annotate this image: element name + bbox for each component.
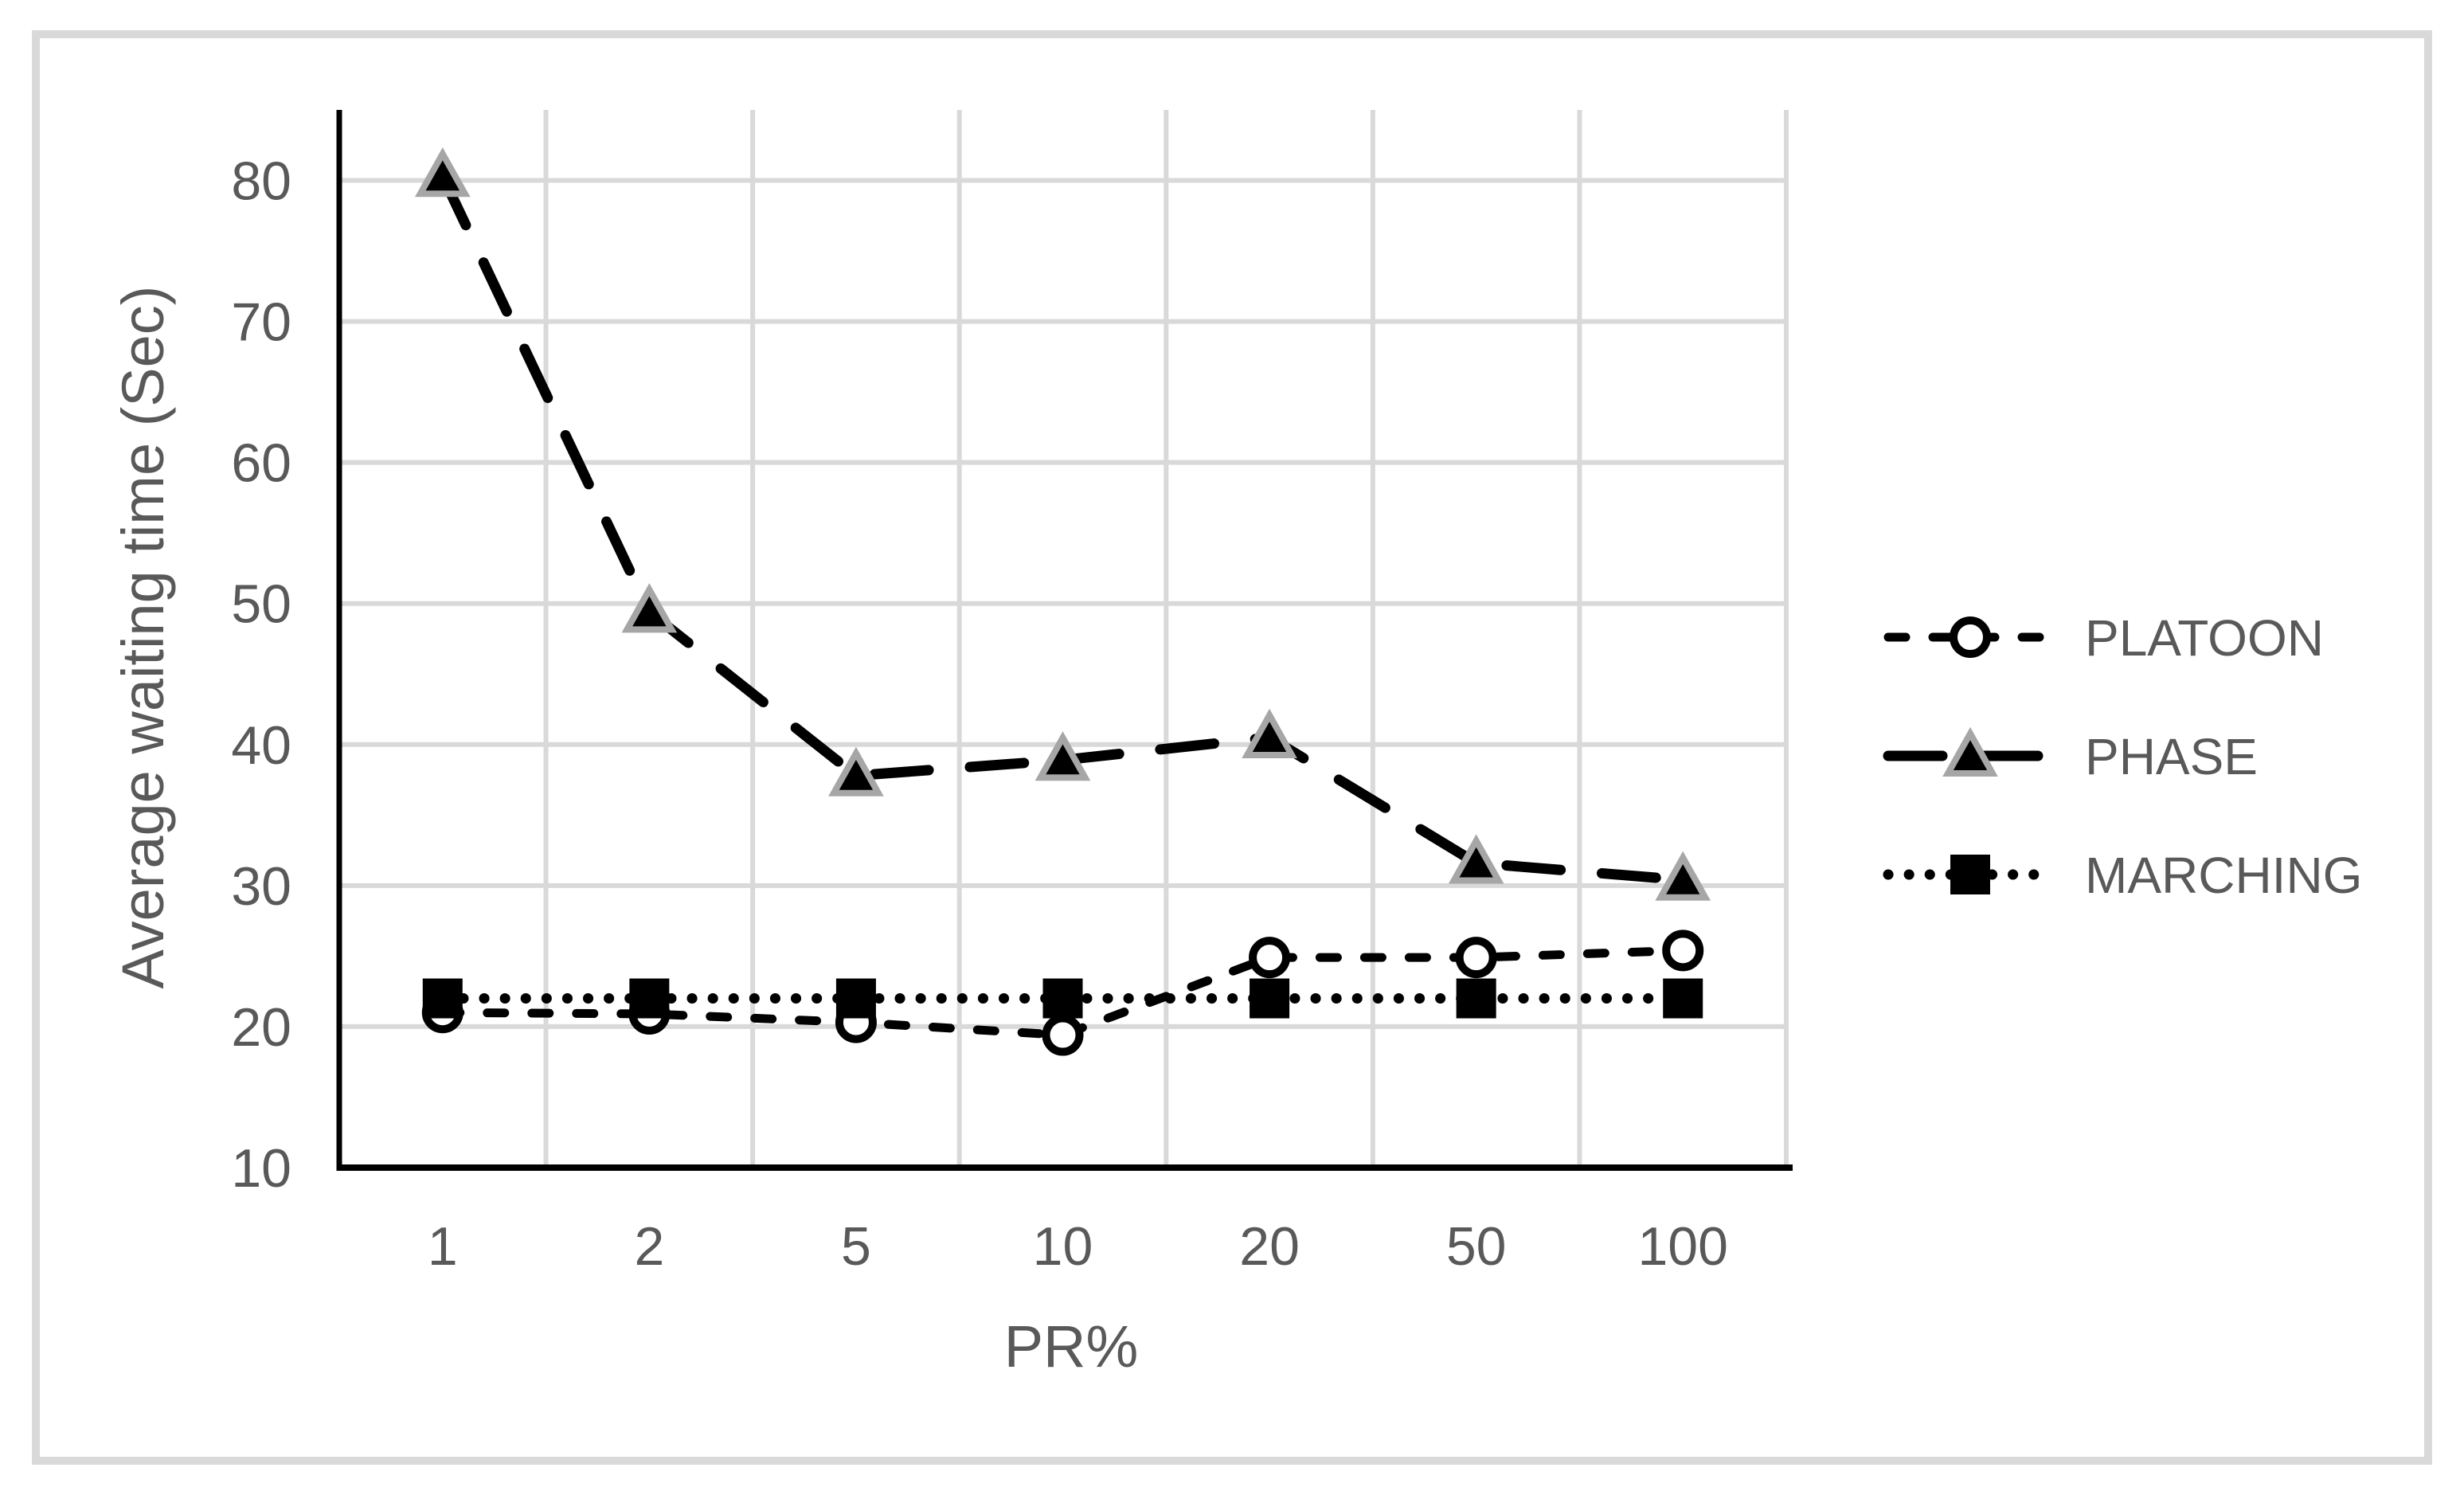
x-tick-label: 5 [841,1216,871,1277]
platoon-circle-marker [1249,937,1291,979]
x-tick-label: 1 [428,1216,458,1277]
marching-square-marker [1456,978,1496,1019]
phase-triangle-marker [828,746,884,796]
platoon-circle-marker [1455,937,1497,979]
platoon-circle-marker [1662,929,1704,972]
marching-square-marker [835,978,876,1019]
phase-triangle-marker [1942,726,1998,777]
marching-square-marker [1042,978,1083,1019]
marching-square-marker [422,978,463,1019]
marching-square-marker [1663,978,1703,1019]
y-tick-label: 20 [231,997,291,1058]
x-tick-label: 2 [634,1216,664,1277]
phase-triangle-marker [1242,708,1297,758]
y-tick-label: 30 [231,856,291,917]
phase-triangle-marker [1448,834,1504,884]
y-tick-label: 40 [231,715,291,776]
phase-triangle-marker [1655,851,1711,901]
phase-triangle-marker [621,583,678,633]
marching-square-marker [1950,855,1990,894]
x-tick-label: 50 [1446,1216,1507,1277]
x-tick-label: 20 [1239,1216,1300,1277]
phase-triangle-marker [414,147,471,198]
platoon-circle-marker [1042,1014,1084,1056]
phase-triangle-marker [1034,731,1091,781]
marching-square-marker [1250,978,1290,1019]
y-tick-label: 50 [231,574,291,635]
marching-square-marker [629,978,670,1019]
x-tick-label: 10 [1033,1216,1093,1277]
figure-border [32,30,2432,1465]
y-tick-label: 80 [231,151,291,212]
y-axis-title: Average waiting time (Sec) [110,286,176,989]
y-tick-label: 70 [231,292,291,353]
legend-label-phase: PHASE [2085,728,2258,785]
legend-label-marching: MARCHING [2085,847,2362,904]
y-tick-label: 60 [231,433,291,494]
x-tick-label: 100 [1637,1216,1727,1277]
platoon-circle-marker [1950,616,1991,658]
x-axis-title: PR% [1004,1313,1139,1380]
y-tick-label: 10 [231,1138,291,1199]
legend-label-platoon: PLATOON [2085,609,2324,667]
